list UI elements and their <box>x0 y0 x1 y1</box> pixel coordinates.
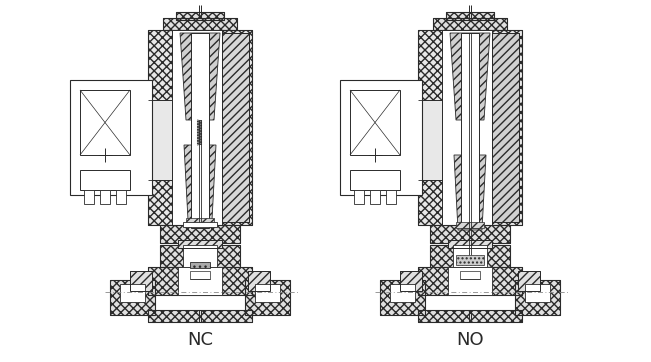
Bar <box>245 280 290 315</box>
Bar <box>148 30 252 225</box>
Bar <box>148 267 252 295</box>
Bar <box>148 100 172 180</box>
Bar <box>110 280 155 315</box>
Bar <box>160 245 240 267</box>
Bar <box>120 284 145 302</box>
Bar <box>418 30 522 225</box>
Bar <box>80 90 130 155</box>
Bar <box>160 245 240 267</box>
Bar <box>100 190 110 204</box>
Bar <box>386 190 396 204</box>
Bar <box>178 240 222 248</box>
Bar <box>418 267 522 295</box>
Bar <box>84 190 94 204</box>
Bar <box>418 310 522 322</box>
Bar <box>418 30 522 225</box>
Bar <box>418 100 442 180</box>
Bar <box>222 33 249 222</box>
Bar <box>448 240 492 248</box>
Bar <box>116 190 126 204</box>
Text: NC: NC <box>187 331 213 349</box>
Polygon shape <box>184 145 216 220</box>
Bar <box>191 33 209 228</box>
Bar <box>148 310 252 322</box>
Bar <box>448 240 492 248</box>
Bar <box>183 222 217 227</box>
Bar <box>163 18 237 30</box>
Bar <box>453 245 487 267</box>
Bar <box>163 18 237 30</box>
Bar <box>350 170 400 190</box>
Bar <box>130 271 152 291</box>
Bar <box>380 280 425 315</box>
Bar <box>430 225 510 243</box>
Bar <box>222 33 249 222</box>
Bar <box>518 271 540 291</box>
Bar <box>518 271 540 291</box>
Bar <box>183 245 217 267</box>
Polygon shape <box>180 33 220 120</box>
Bar <box>350 90 400 155</box>
Text: NO: NO <box>456 331 484 349</box>
Bar <box>190 271 210 279</box>
Bar <box>255 284 280 302</box>
Bar <box>448 267 492 295</box>
Bar <box>442 30 492 225</box>
Bar <box>245 280 290 315</box>
Bar <box>456 255 484 265</box>
Bar <box>430 245 510 267</box>
Bar <box>515 280 560 315</box>
Bar <box>515 280 560 315</box>
Bar <box>248 271 270 291</box>
Bar <box>446 12 494 20</box>
Bar <box>492 33 519 222</box>
Bar <box>148 267 252 295</box>
Bar <box>148 30 252 225</box>
Bar <box>430 225 510 243</box>
Bar <box>400 271 422 291</box>
Bar <box>354 190 364 204</box>
Bar <box>380 280 425 315</box>
Bar <box>110 280 155 315</box>
Polygon shape <box>454 155 486 230</box>
Bar <box>248 271 270 291</box>
Bar <box>418 267 522 295</box>
Bar <box>461 33 479 228</box>
Bar <box>148 310 252 322</box>
Bar <box>418 310 522 322</box>
Bar <box>190 262 210 268</box>
Bar <box>160 225 240 243</box>
Bar <box>370 190 380 204</box>
Bar <box>433 18 507 30</box>
Bar <box>400 271 422 291</box>
Bar <box>430 245 510 267</box>
Bar <box>130 271 152 291</box>
Polygon shape <box>450 33 490 120</box>
Bar <box>390 284 415 302</box>
Bar <box>460 271 480 279</box>
Bar <box>160 225 240 243</box>
Bar <box>176 12 224 20</box>
Bar <box>446 12 494 20</box>
Bar <box>525 284 550 302</box>
Bar <box>178 267 222 295</box>
Bar <box>492 33 519 222</box>
Bar <box>176 12 224 20</box>
Bar <box>70 80 152 195</box>
Bar <box>340 80 422 195</box>
Bar <box>433 18 507 30</box>
Bar <box>186 218 214 226</box>
Bar <box>80 170 130 190</box>
Bar <box>172 30 222 225</box>
Bar <box>178 240 222 248</box>
Bar <box>456 222 484 228</box>
